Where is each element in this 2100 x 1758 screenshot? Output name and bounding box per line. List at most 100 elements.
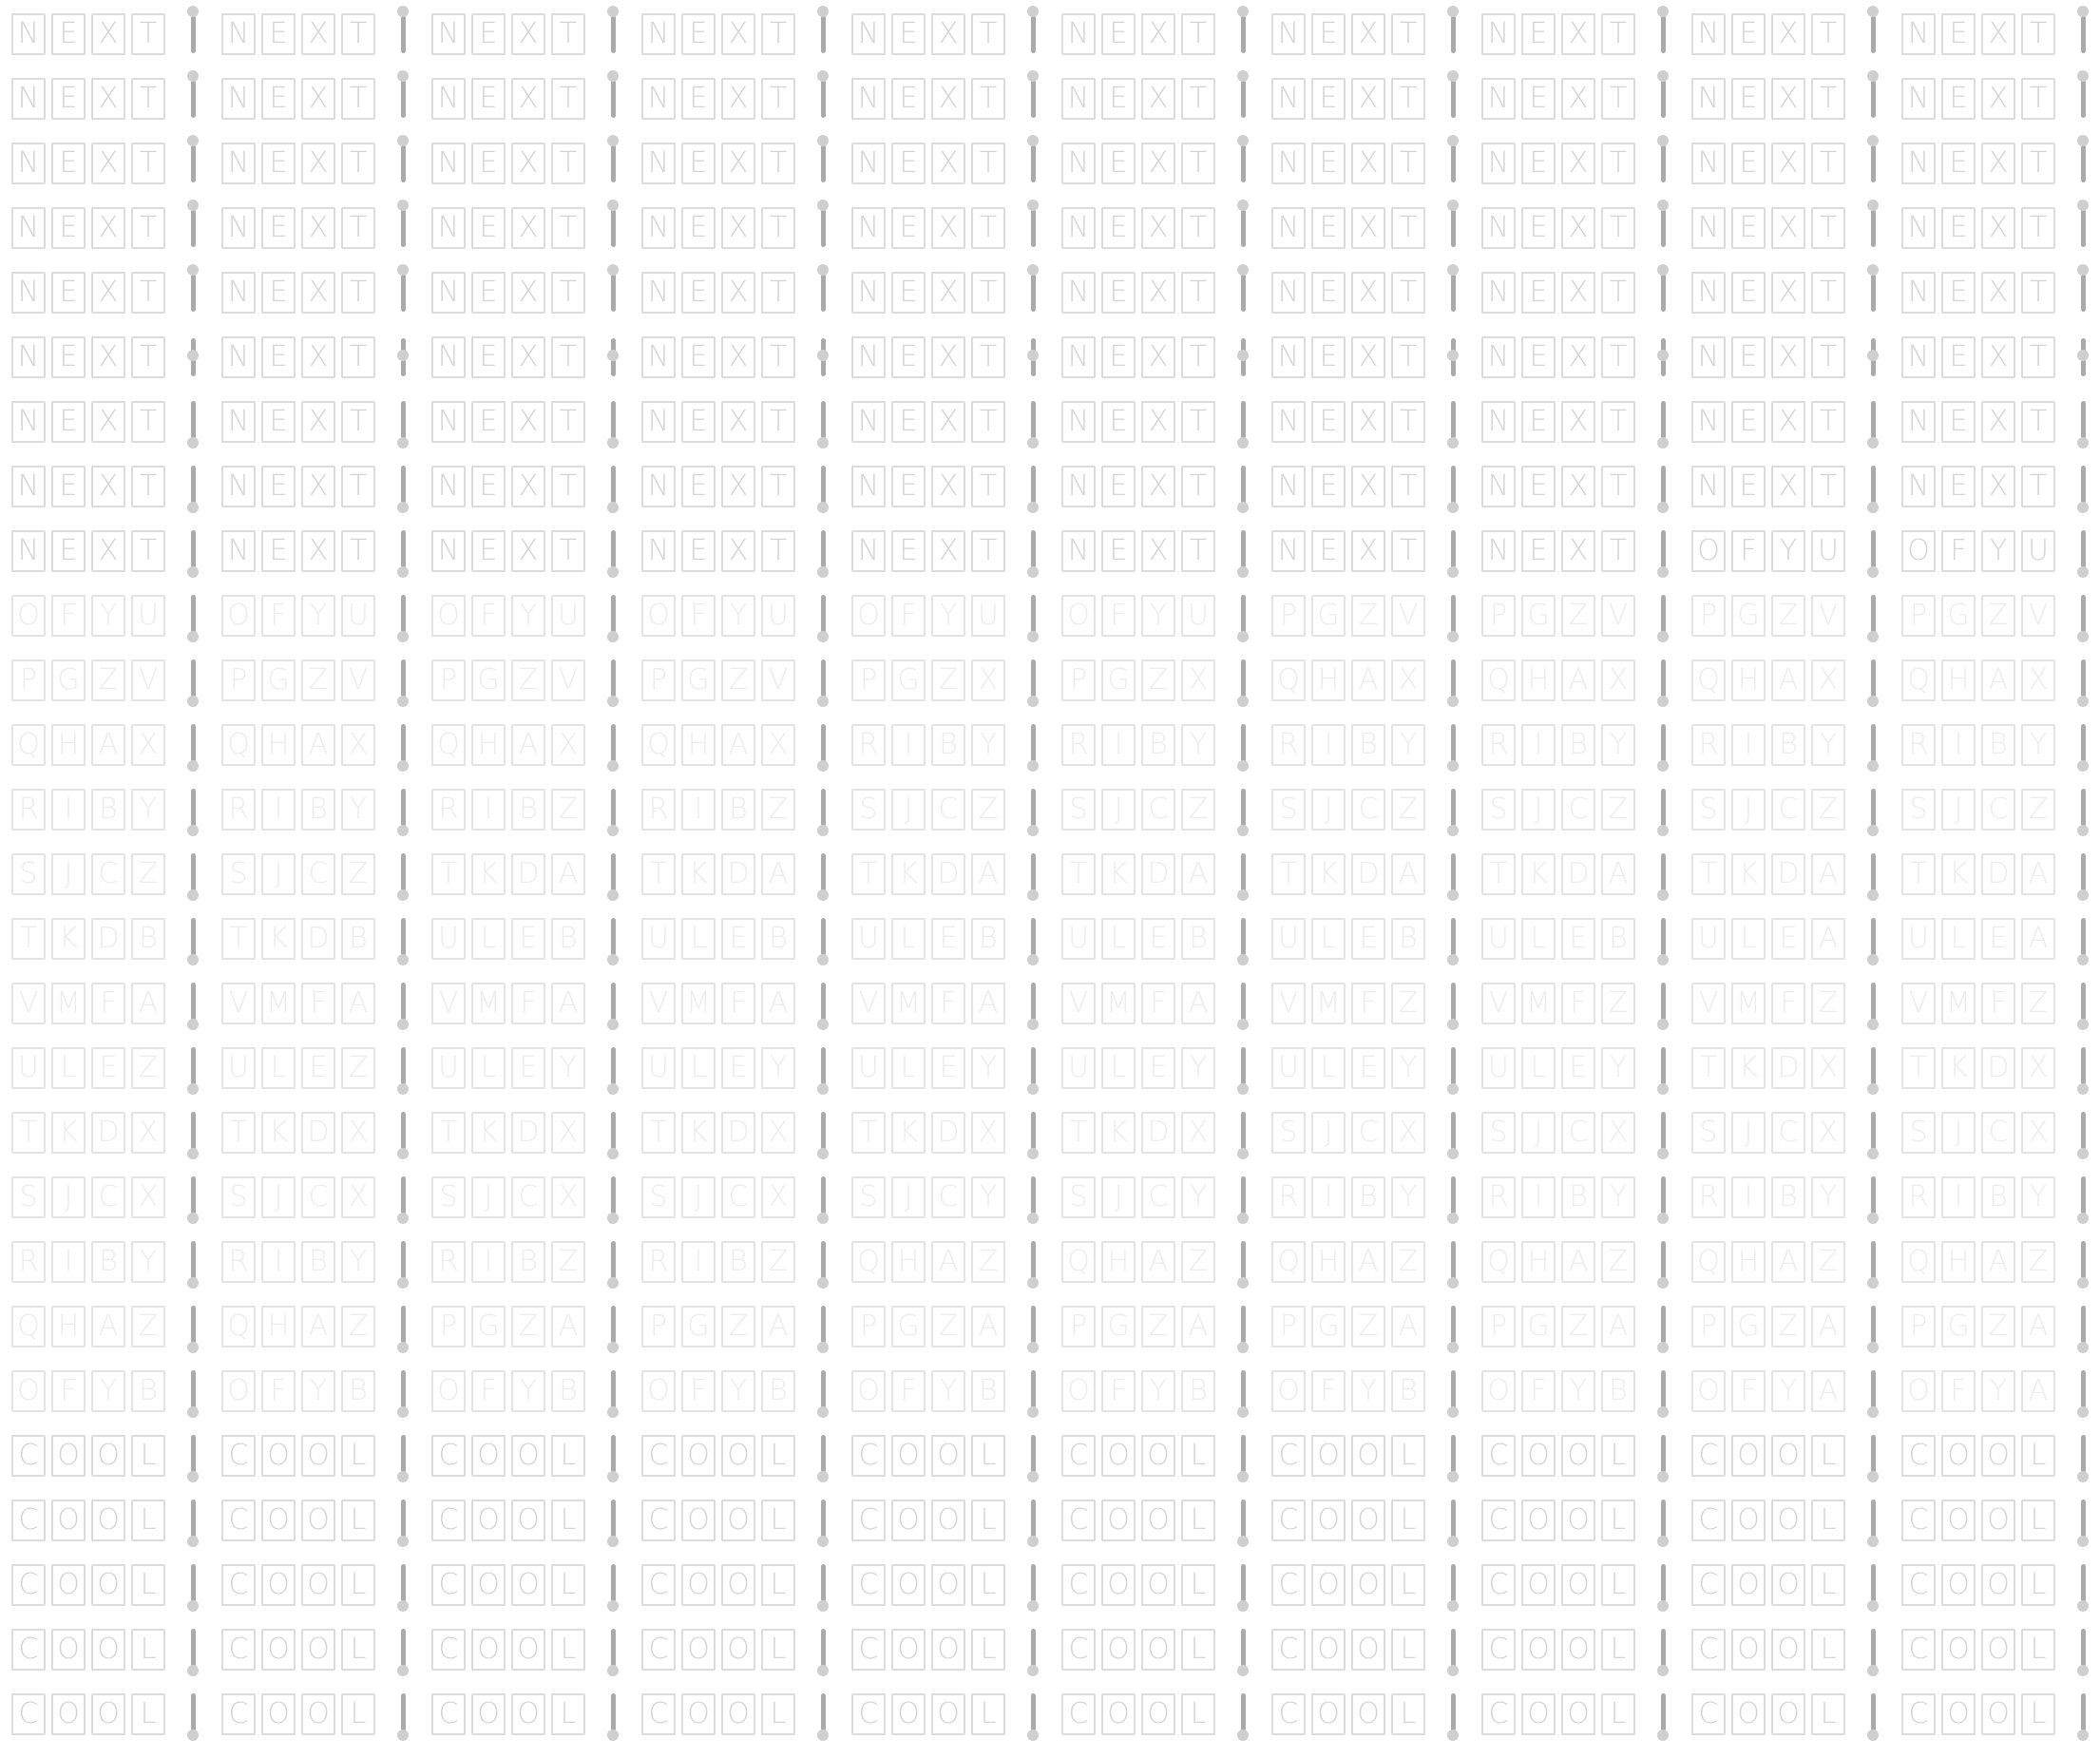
lever-handle[interactable] (1236, 323, 1250, 388)
lever-knob[interactable] (1447, 135, 1459, 146)
lever-knob[interactable] (817, 1083, 829, 1095)
lever-knob[interactable] (2077, 889, 2089, 901)
lever-knob[interactable] (2077, 200, 2089, 211)
lever-knob[interactable] (1027, 1213, 1039, 1224)
lever-handle[interactable] (1866, 969, 1880, 1034)
lever-knob[interactable] (397, 1148, 409, 1159)
lever-handle[interactable] (186, 582, 200, 646)
lever-handle[interactable] (186, 1099, 200, 1163)
lever-knob[interactable] (397, 696, 409, 707)
lever-knob[interactable] (2077, 1019, 2089, 1030)
lever-knob[interactable] (607, 1083, 619, 1095)
lever-handle[interactable] (2076, 840, 2090, 905)
lever-knob[interactable] (607, 502, 619, 513)
lever-knob[interactable] (1447, 70, 1459, 82)
lever-handle[interactable] (1866, 582, 1880, 646)
lever-handle[interactable] (1446, 1034, 1460, 1099)
lever-knob[interactable] (1657, 1471, 1669, 1482)
lever-knob[interactable] (2077, 437, 2089, 449)
lever-handle[interactable] (606, 1422, 620, 1486)
lever-knob[interactable] (1657, 1665, 1669, 1676)
lever-handle[interactable] (1656, 1163, 1670, 1228)
lever-knob[interactable] (397, 6, 409, 17)
lever-handle[interactable] (186, 711, 200, 775)
lever-knob[interactable] (1867, 135, 1879, 146)
lever-handle[interactable] (1446, 1357, 1460, 1422)
lever-knob[interactable] (187, 1729, 199, 1741)
lever-knob[interactable] (817, 502, 829, 513)
lever-knob[interactable] (1027, 760, 1039, 772)
lever-handle[interactable] (186, 388, 200, 452)
lever-handle[interactable] (1026, 711, 1040, 775)
lever-handle[interactable] (606, 646, 620, 711)
lever-knob[interactable] (1237, 135, 1249, 146)
lever-knob[interactable] (1237, 760, 1249, 772)
lever-knob[interactable] (1657, 1083, 1669, 1095)
lever-knob[interactable] (187, 760, 199, 772)
lever-handle[interactable] (816, 517, 830, 582)
lever-knob[interactable] (187, 70, 199, 82)
lever-knob[interactable] (187, 502, 199, 513)
lever-handle[interactable] (1446, 388, 1460, 452)
lever-knob[interactable] (607, 135, 619, 146)
lever-knob[interactable] (1657, 1536, 1669, 1547)
lever-knob[interactable] (607, 437, 619, 449)
lever-handle[interactable] (1026, 775, 1040, 840)
lever-handle[interactable] (2076, 1486, 2090, 1551)
lever-knob[interactable] (2077, 1148, 2089, 1159)
lever-knob[interactable] (187, 1083, 199, 1095)
lever-knob[interactable] (1867, 1019, 1879, 1030)
lever-knob[interactable] (1867, 200, 1879, 211)
lever-handle[interactable] (1656, 517, 1670, 582)
lever-knob[interactable] (1027, 502, 1039, 513)
lever-knob[interactable] (2077, 135, 2089, 146)
lever-handle[interactable] (816, 1228, 830, 1292)
lever-handle[interactable] (1236, 775, 1250, 840)
lever-knob[interactable] (397, 1729, 409, 1741)
lever-handle[interactable] (1446, 775, 1460, 840)
lever-handle[interactable] (816, 1486, 830, 1551)
lever-handle[interactable] (2076, 775, 2090, 840)
lever-knob[interactable] (187, 631, 199, 642)
lever-knob[interactable] (1447, 825, 1459, 836)
lever-knob[interactable] (397, 1665, 409, 1676)
lever-handle[interactable] (1446, 969, 1460, 1034)
lever-knob[interactable] (1867, 1213, 1879, 1224)
lever-knob[interactable] (2077, 1600, 2089, 1612)
lever-handle[interactable] (396, 582, 410, 646)
lever-knob[interactable] (1027, 1342, 1039, 1353)
lever-handle[interactable] (1656, 1486, 1670, 1551)
lever-knob[interactable] (1447, 760, 1459, 772)
lever-knob[interactable] (187, 566, 199, 578)
lever-knob[interactable] (1027, 135, 1039, 146)
lever-handle[interactable] (1866, 323, 1880, 388)
lever-knob[interactable] (187, 1600, 199, 1612)
lever-handle[interactable] (1866, 452, 1880, 517)
lever-handle[interactable] (2076, 452, 2090, 517)
lever-handle[interactable] (1656, 905, 1670, 969)
lever-knob[interactable] (817, 70, 829, 82)
lever-knob[interactable] (1867, 1665, 1879, 1676)
lever-knob[interactable] (1027, 1277, 1039, 1289)
lever-knob[interactable] (1447, 1471, 1459, 1482)
lever-handle[interactable] (186, 258, 200, 323)
lever-knob[interactable] (2077, 502, 2089, 513)
lever-handle[interactable] (1866, 194, 1880, 258)
lever-knob[interactable] (1657, 760, 1669, 772)
lever-handle[interactable] (606, 194, 620, 258)
lever-handle[interactable] (2076, 1551, 2090, 1615)
lever-handle[interactable] (1446, 840, 1460, 905)
lever-handle[interactable] (2076, 1357, 2090, 1422)
lever-handle[interactable] (396, 1163, 410, 1228)
lever-handle[interactable] (1446, 323, 1460, 388)
lever-handle[interactable] (1026, 1680, 1040, 1745)
lever-handle[interactable] (1236, 194, 1250, 258)
lever-knob[interactable] (397, 889, 409, 901)
lever-knob[interactable] (2077, 1729, 2089, 1741)
lever-handle[interactable] (816, 1357, 830, 1422)
lever-knob[interactable] (817, 1277, 829, 1289)
lever-knob[interactable] (1237, 1148, 1249, 1159)
lever-handle[interactable] (1026, 1551, 1040, 1615)
lever-handle[interactable] (816, 840, 830, 905)
lever-knob[interactable] (607, 1213, 619, 1224)
